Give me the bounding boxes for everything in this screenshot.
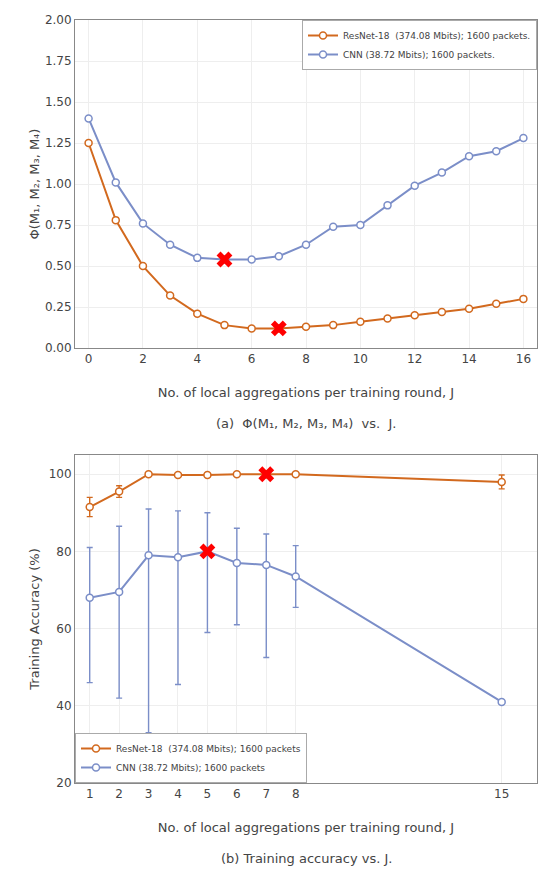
svg-text:8: 8	[302, 352, 310, 366]
svg-text:10: 10	[353, 352, 368, 366]
svg-text:4: 4	[174, 787, 182, 801]
svg-text:6: 6	[233, 787, 241, 801]
svg-text:5: 5	[204, 787, 212, 801]
svg-text:2.00: 2.00	[45, 13, 72, 27]
svg-text:0.50: 0.50	[45, 259, 72, 273]
svg-text:100: 100	[49, 467, 72, 481]
svg-text:0.00: 0.00	[45, 341, 72, 355]
svg-text:Φ(M₁, M₂, M₃, M₄): Φ(M₁, M₂, M₃, M₄)	[27, 129, 42, 240]
svg-text:15: 15	[494, 787, 509, 801]
svg-text:4: 4	[193, 352, 201, 366]
svg-text:7: 7	[262, 787, 270, 801]
svg-text:0.25: 0.25	[45, 300, 72, 314]
svg-text:40: 40	[56, 699, 71, 713]
svg-text:1: 1	[86, 787, 94, 801]
svg-text:CNN (38.72 Mbits); 1600 packet: CNN (38.72 Mbits); 1600 packets	[116, 763, 265, 773]
svg-text:1.00: 1.00	[45, 177, 72, 191]
svg-text:2: 2	[115, 787, 123, 801]
svg-text:ResNet-18 (374.08 Mbits); 160: ResNet-18 (374.08 Mbits); 1600 packets	[116, 744, 301, 754]
svg-text:6: 6	[248, 352, 256, 366]
svg-text:(a) Φ(M₁, M₂, M₃, M₄) vs. J: (a) Φ(M₁, M₂, M₃, M₄) vs. J.	[216, 416, 396, 431]
svg-text:1.75: 1.75	[45, 54, 72, 68]
svg-text:8: 8	[292, 787, 300, 801]
svg-text:0: 0	[85, 352, 93, 366]
svg-text:No. of local aggregations per: No. of local aggregations per training r…	[158, 820, 454, 835]
svg-text:No. of local aggregations per: No. of local aggregations per training r…	[158, 385, 454, 400]
svg-text:60: 60	[56, 622, 71, 636]
svg-text:20: 20	[56, 776, 71, 790]
svg-text:CNN (38.72 Mbits); 1600 packet: CNN (38.72 Mbits); 1600 packets.	[343, 50, 495, 60]
svg-text:14: 14	[461, 352, 476, 366]
svg-text:Training Accuracy (%): Training Accuracy (%)	[27, 548, 42, 690]
svg-text:ResNet-18 (374.08 Mbits); 160: ResNet-18 (374.08 Mbits); 1600 packets.	[343, 31, 530, 41]
svg-text:0.75: 0.75	[45, 218, 72, 232]
svg-text:3: 3	[145, 787, 153, 801]
svg-text:(b) Training accuracy vs. J.: (b) Training accuracy vs. J.	[221, 851, 392, 866]
svg-text:1.50: 1.50	[45, 95, 72, 109]
svg-text:80: 80	[56, 545, 71, 559]
svg-text:1.25: 1.25	[45, 136, 72, 150]
svg-text:12: 12	[407, 352, 422, 366]
svg-text:16: 16	[516, 352, 531, 366]
svg-text:2: 2	[139, 352, 147, 366]
